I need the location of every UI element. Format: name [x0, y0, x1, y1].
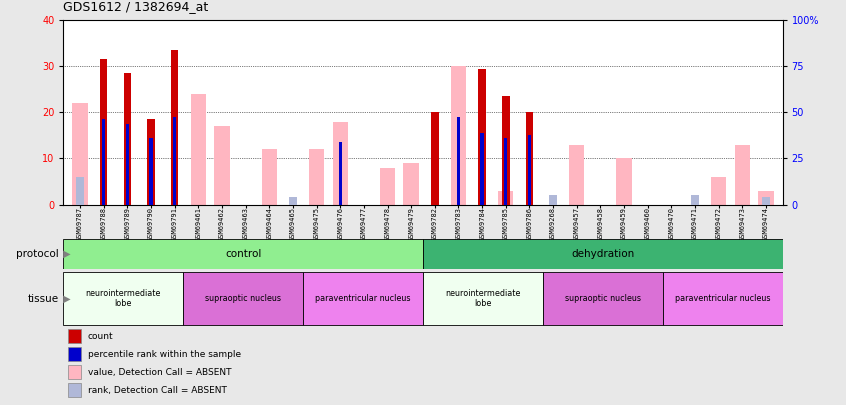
Bar [525, 112, 533, 205]
Bar [190, 94, 206, 205]
Text: supraoptic nucleus: supraoptic nucleus [565, 294, 640, 303]
Bar [423, 239, 783, 269]
Bar [431, 112, 438, 205]
Text: neurointermediate
lobe: neurointermediate lobe [445, 289, 520, 308]
Bar [711, 177, 727, 205]
Bar [404, 163, 419, 205]
Bar [68, 347, 81, 361]
Text: GDS1612 / 1382694_at: GDS1612 / 1382694_at [63, 0, 209, 13]
Text: tissue: tissue [28, 294, 59, 304]
Bar [149, 138, 152, 205]
Bar [380, 168, 395, 205]
Bar [63, 273, 184, 325]
Bar [261, 149, 277, 205]
Bar [171, 50, 179, 205]
Text: rank, Detection Call = ABSENT: rank, Detection Call = ABSENT [87, 386, 227, 394]
Text: count: count [87, 332, 113, 341]
Bar [147, 119, 155, 205]
Bar [504, 138, 508, 205]
Bar [528, 135, 531, 205]
Text: dehydration: dehydration [571, 249, 634, 259]
Bar [543, 273, 662, 325]
Bar [72, 103, 88, 205]
Bar [63, 239, 423, 269]
Bar [214, 126, 229, 205]
Bar [124, 73, 131, 205]
Bar [100, 60, 107, 205]
Text: percentile rank within the sample: percentile rank within the sample [87, 350, 240, 359]
Bar [423, 273, 543, 325]
Bar [734, 145, 750, 205]
Text: paraventricular nucleus: paraventricular nucleus [675, 294, 771, 303]
Bar [332, 122, 348, 205]
Bar [126, 124, 129, 205]
Text: protocol: protocol [16, 249, 59, 259]
Bar [457, 117, 460, 205]
Text: value, Detection Call = ABSENT: value, Detection Call = ABSENT [87, 368, 231, 377]
Bar [184, 273, 303, 325]
Bar [102, 119, 105, 205]
Bar [549, 195, 557, 205]
Bar [758, 191, 774, 205]
Bar [68, 383, 81, 397]
Bar [481, 133, 484, 205]
Bar [691, 195, 699, 205]
Bar [76, 177, 84, 205]
Bar [498, 191, 514, 205]
Bar [451, 66, 466, 205]
Text: control: control [225, 249, 261, 259]
Bar [338, 142, 342, 205]
Bar [173, 117, 176, 205]
Bar [478, 68, 486, 205]
Text: ▶: ▶ [59, 294, 70, 304]
Bar [762, 197, 770, 205]
Bar [68, 365, 81, 379]
Bar [617, 158, 632, 205]
Bar [309, 149, 324, 205]
Text: ▶: ▶ [59, 249, 70, 259]
Text: supraoptic nucleus: supraoptic nucleus [206, 294, 281, 303]
Text: paraventricular nucleus: paraventricular nucleus [316, 294, 411, 303]
Bar [569, 145, 585, 205]
Bar [303, 273, 423, 325]
Bar [68, 329, 81, 343]
Text: neurointermediate
lobe: neurointermediate lobe [85, 289, 161, 308]
Bar [662, 273, 783, 325]
Bar [502, 96, 509, 205]
Bar [289, 197, 297, 205]
